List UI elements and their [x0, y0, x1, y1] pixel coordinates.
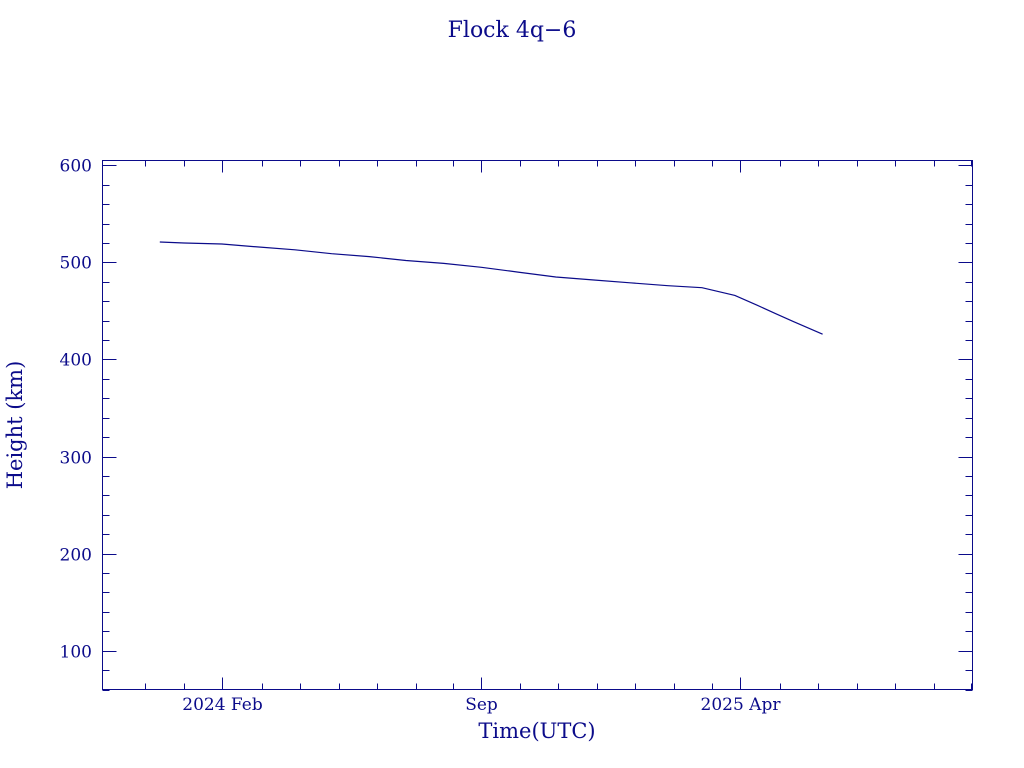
y-axis: 100 200 300 400 500 600	[60, 157, 973, 691]
plot-frame	[102, 160, 973, 690]
x-axis-title: Time(UTC)	[478, 719, 595, 743]
y-axis-title: Height (km)	[3, 361, 27, 490]
y-tick-label: 200	[60, 546, 92, 566]
chart-title: Flock 4q−6	[448, 18, 577, 43]
x-axis: 2024 Feb Sep 2025 Apr	[145, 160, 972, 715]
y-tick-label: 600	[60, 157, 92, 177]
y-tick-label: 100	[60, 643, 92, 663]
y-tick-label: 400	[60, 351, 92, 371]
x-tick-label: 2025 Apr	[701, 695, 782, 715]
y-tick-label: 300	[60, 449, 92, 469]
x-tick-label: 2024 Feb	[182, 695, 263, 715]
y-tick-label: 500	[60, 254, 92, 274]
series-layer	[159, 241, 823, 335]
x-tick-label: Sep	[465, 695, 498, 715]
series-line	[159, 241, 823, 335]
